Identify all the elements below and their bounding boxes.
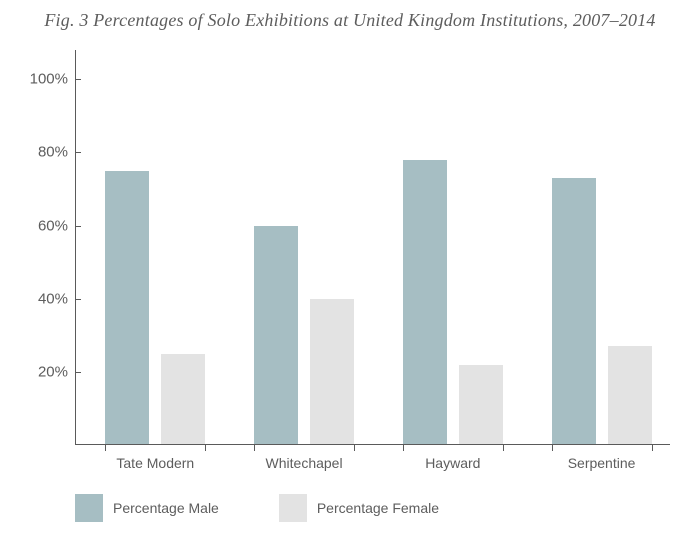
category-label: Hayward bbox=[425, 455, 480, 471]
bar-percentage-female bbox=[608, 346, 652, 445]
y-axis bbox=[75, 50, 76, 445]
chart-plot-area: 20%40%60%80%100%Tate ModernWhitechapelHa… bbox=[75, 50, 670, 445]
legend: Percentage Male Percentage Female bbox=[75, 494, 439, 522]
x-tick-mark bbox=[652, 445, 653, 451]
x-tick-mark bbox=[354, 445, 355, 451]
bar-percentage-female bbox=[459, 365, 503, 445]
y-tick-label: 20% bbox=[38, 363, 68, 380]
chart-title: Fig. 3 Percentages of Solo Exhibitions a… bbox=[0, 10, 700, 31]
bar-percentage-female bbox=[161, 354, 205, 445]
y-tick-label: 60% bbox=[38, 217, 68, 234]
bar-percentage-male bbox=[403, 160, 447, 445]
bar-percentage-male bbox=[552, 178, 596, 445]
bar-percentage-male bbox=[254, 226, 298, 445]
legend-swatch bbox=[75, 494, 103, 522]
x-tick-mark bbox=[105, 445, 106, 451]
category-label: Whitechapel bbox=[266, 455, 343, 471]
legend-label: Percentage Male bbox=[113, 500, 219, 516]
x-tick-mark bbox=[205, 445, 206, 451]
bar-percentage-female bbox=[310, 299, 354, 445]
x-tick-mark bbox=[503, 445, 504, 451]
bar-percentage-male bbox=[105, 171, 149, 445]
x-axis bbox=[75, 444, 670, 445]
y-tick-label: 100% bbox=[30, 71, 68, 88]
legend-swatch bbox=[279, 494, 307, 522]
y-tick-label: 80% bbox=[38, 144, 68, 161]
x-tick-mark bbox=[552, 445, 553, 451]
category-label: Tate Modern bbox=[116, 455, 194, 471]
category-label: Serpentine bbox=[568, 455, 636, 471]
legend-item: Percentage Male bbox=[75, 494, 219, 522]
legend-label: Percentage Female bbox=[317, 500, 439, 516]
x-tick-mark bbox=[403, 445, 404, 451]
legend-item: Percentage Female bbox=[279, 494, 439, 522]
y-tick-label: 40% bbox=[38, 290, 68, 307]
x-tick-mark bbox=[254, 445, 255, 451]
